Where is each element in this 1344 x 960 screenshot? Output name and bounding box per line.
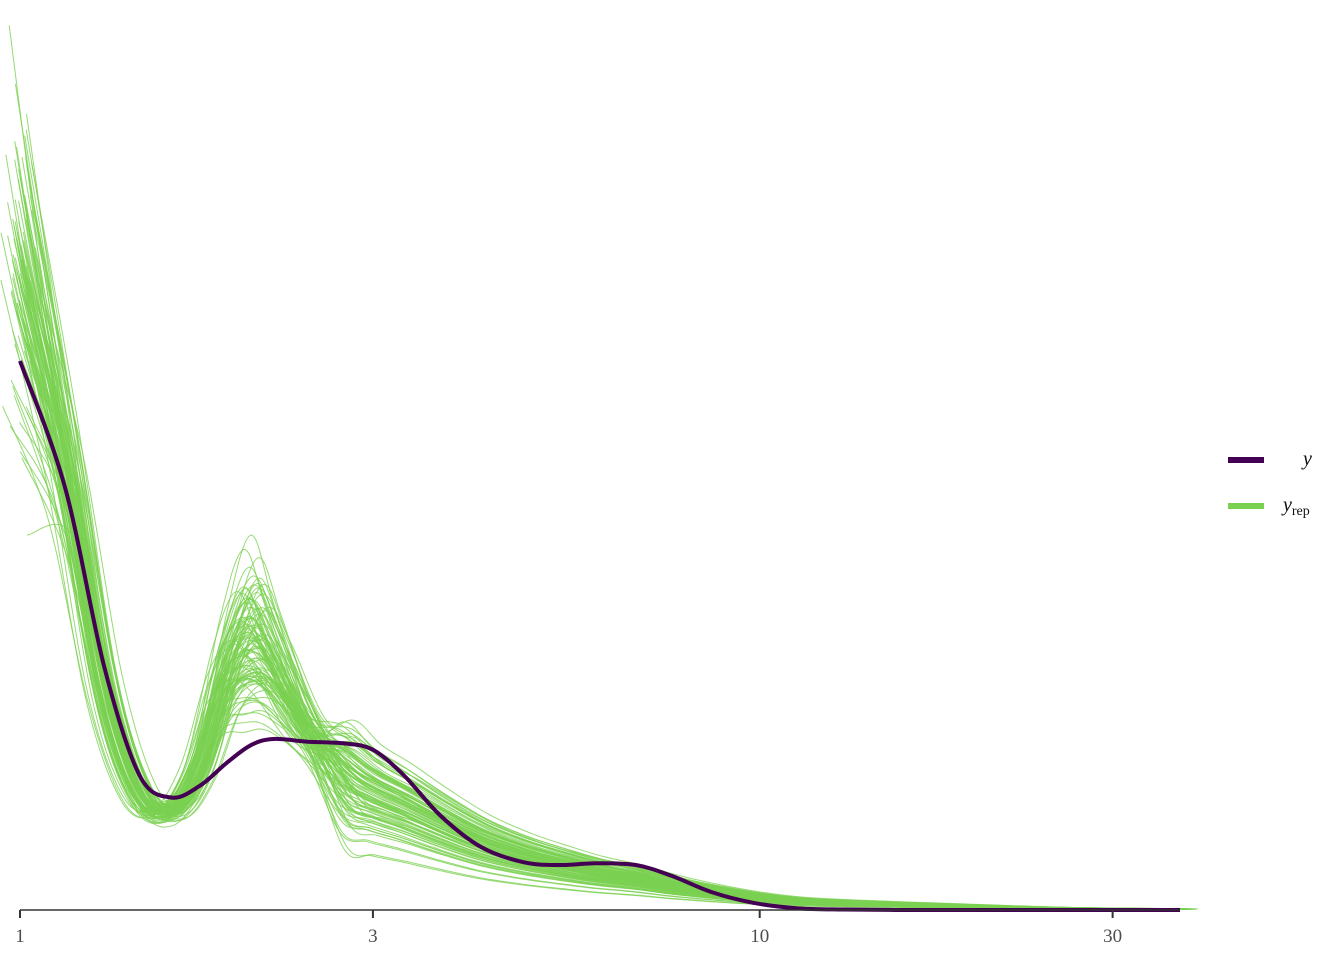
yrep-line	[11, 260, 1173, 910]
yrep-line	[13, 225, 1174, 910]
yrep-line	[10, 379, 1172, 910]
yrep-line	[32, 325, 1194, 910]
yrep-line	[35, 277, 1197, 910]
yrep-line	[24, 201, 1186, 910]
yrep-line	[27, 279, 1188, 910]
y-line	[18, 360, 1180, 913]
yrep-line	[24, 337, 1185, 910]
x-tick-label: 30	[1103, 926, 1122, 947]
yrep-line	[16, 270, 1177, 910]
yrep-line	[17, 335, 1179, 910]
yrep-line	[16, 302, 1178, 910]
yrep-line	[29, 195, 1191, 910]
yrep-line	[22, 260, 1183, 910]
x-tick-label: 1	[15, 926, 25, 947]
x-axis-ticks: 1 3 10 30	[15, 910, 1122, 947]
yrep-line	[19, 451, 1181, 910]
legend-label-yrep-sub: rep	[1292, 504, 1310, 519]
yrep-line	[26, 113, 1187, 910]
yrep-line	[19, 285, 1181, 910]
yrep-line	[29, 280, 1191, 910]
yrep-line	[23, 276, 1185, 910]
yrep-line	[27, 343, 1189, 910]
yrep-line	[31, 210, 1192, 910]
yrep-line	[15, 310, 1177, 910]
yrep-line	[31, 275, 1192, 910]
yrep-line	[29, 186, 1191, 910]
yrep-line	[37, 278, 1199, 910]
yrep-line	[14, 344, 1175, 910]
yrep-line	[21, 282, 1183, 910]
yrep-line	[9, 426, 1171, 910]
legend: y yrep	[1228, 448, 1312, 519]
yrep-line	[27, 274, 1189, 910]
yrep-line	[21, 289, 1183, 910]
yrep-line	[18, 300, 1180, 910]
yrep-line	[26, 411, 1187, 910]
yrep-line	[22, 318, 1184, 910]
yrep-line	[8, 25, 1170, 910]
legend-label-yrep-main: y	[1281, 494, 1292, 516]
yrep-line	[13, 395, 1175, 910]
yrep-line	[12, 330, 1173, 910]
yrep-line	[27, 222, 1189, 910]
yrep-line	[32, 201, 1194, 910]
yrep-line	[14, 257, 1176, 910]
yrep-line	[16, 303, 1178, 910]
x-tick-label: 10	[750, 926, 769, 947]
yrep-line	[2, 405, 1163, 910]
yrep-line	[24, 135, 1185, 910]
y-series-line-group	[18, 360, 1180, 913]
x-tick-label: 3	[368, 926, 378, 947]
yrep-series-lines	[0, 25, 1199, 911]
yrep-line	[19, 422, 1180, 910]
yrep-line	[25, 265, 1187, 910]
yrep-line	[28, 360, 1190, 910]
yrep-line	[21, 457, 1182, 911]
yrep-line	[23, 350, 1185, 910]
yrep-line	[20, 247, 1181, 910]
yrep-line	[12, 254, 1174, 910]
yrep-line	[20, 244, 1181, 910]
yrep-line	[18, 299, 1180, 910]
yrep-line	[21, 260, 1183, 910]
yrep-line	[12, 386, 1173, 910]
yrep-line	[26, 342, 1187, 910]
yrep-line	[19, 176, 1181, 910]
yrep-line	[34, 247, 1196, 910]
yrep-line	[25, 406, 1187, 910]
yrep-line	[21, 358, 1182, 910]
legend-label-yrep: yrep	[1281, 494, 1310, 519]
yrep-line	[18, 276, 1180, 910]
yrep-line	[19, 273, 1181, 910]
yrep-line	[25, 298, 1187, 910]
yrep-line	[24, 328, 1185, 910]
legend-label-y: y	[1301, 448, 1312, 470]
